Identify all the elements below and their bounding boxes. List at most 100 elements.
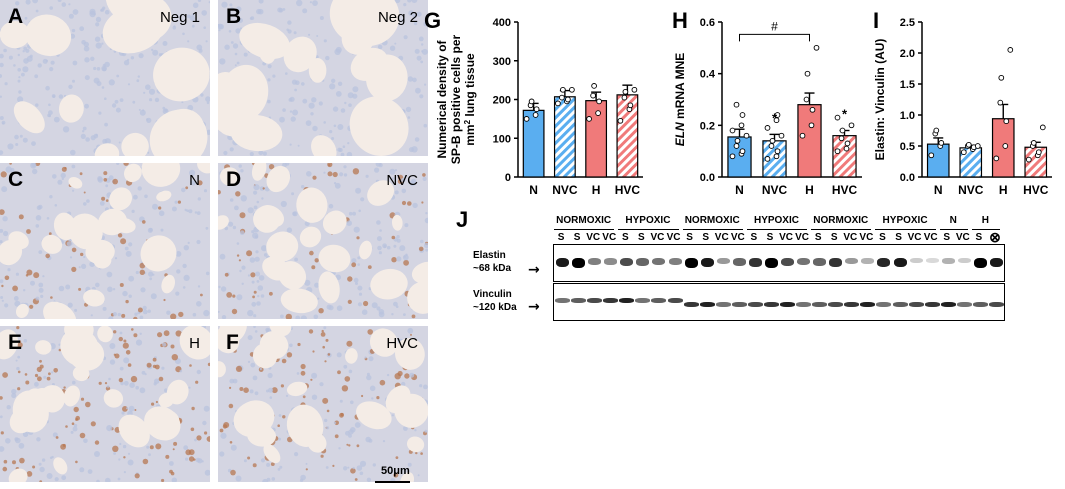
lane-label: VC bbox=[730, 232, 745, 243]
data-point bbox=[734, 137, 741, 144]
bar-hvc bbox=[832, 135, 857, 178]
lane-label: S bbox=[895, 232, 902, 243]
vinculin-band bbox=[683, 302, 699, 307]
micrograph-image bbox=[218, 0, 428, 156]
vinculin-band bbox=[651, 298, 667, 303]
data-point bbox=[993, 155, 1000, 162]
y-tick-label: 1.0 bbox=[900, 110, 915, 122]
vinculin-band bbox=[715, 302, 731, 307]
group-underline bbox=[554, 229, 615, 231]
significance-star: * bbox=[772, 110, 778, 125]
lane-label: VC bbox=[714, 232, 729, 243]
micrograph-image bbox=[0, 163, 210, 319]
lane-label: S bbox=[975, 232, 983, 243]
lane-label: S bbox=[702, 232, 709, 243]
group-underline bbox=[746, 229, 808, 231]
data-point bbox=[565, 96, 571, 103]
group-underline bbox=[811, 229, 872, 231]
y-tick-label: 0.5 bbox=[900, 141, 915, 153]
lane-label: S bbox=[814, 232, 822, 243]
data-point bbox=[559, 94, 565, 101]
data-point bbox=[586, 116, 592, 122]
data-point bbox=[533, 106, 540, 113]
blot-group-label: HYPOXIC bbox=[753, 215, 799, 226]
elastin-band bbox=[989, 258, 1003, 268]
category-label: HVC bbox=[1023, 183, 1049, 197]
western-blot: NORMOXIC HYPOXIC NORMOXIC HYPOXIC NORMOXIC HY… bbox=[470, 205, 1030, 335]
vinculin-band bbox=[780, 302, 796, 307]
micrograph-condition-label: HVC bbox=[386, 335, 418, 352]
lane-label: S bbox=[766, 232, 774, 243]
data-point bbox=[998, 74, 1005, 81]
elastin-band bbox=[813, 258, 827, 266]
data-point bbox=[997, 99, 1004, 106]
vinculin-band bbox=[619, 298, 635, 303]
blot-group-label: NORMOXIC bbox=[813, 215, 869, 226]
y-tick-label: 0.0 bbox=[700, 172, 715, 184]
vinculin-band bbox=[812, 302, 828, 307]
data-point bbox=[595, 110, 601, 116]
vinculin-label: Vinculin bbox=[473, 289, 512, 300]
data-point bbox=[778, 132, 785, 139]
panel-label-j: J bbox=[456, 207, 469, 232]
lane-label: S bbox=[830, 232, 838, 243]
data-point bbox=[622, 88, 629, 95]
data-point bbox=[928, 152, 935, 159]
y-tick-label: 100 bbox=[493, 133, 511, 145]
panel-label-f: F bbox=[226, 331, 239, 354]
vinculin-band bbox=[731, 302, 747, 307]
elastin-band bbox=[909, 258, 923, 264]
chart-g: 0 100 200 300 400 N NVC H HVC Numerical density o… bbox=[430, 12, 650, 202]
micrograph-image bbox=[0, 326, 210, 482]
data-point bbox=[1007, 47, 1014, 53]
lane-label: VC bbox=[923, 232, 938, 243]
data-point bbox=[555, 100, 561, 107]
micrograph-condition-label: N bbox=[189, 172, 200, 189]
y-tick-label: 0.2 bbox=[700, 120, 715, 132]
vinculin-band bbox=[763, 302, 779, 307]
data-point bbox=[960, 149, 967, 156]
data-point bbox=[1030, 140, 1037, 146]
lane-label: S bbox=[879, 232, 886, 243]
lane-label: S bbox=[621, 232, 629, 243]
elastin-band bbox=[748, 258, 762, 267]
data-point bbox=[528, 98, 535, 105]
vinculin-band bbox=[940, 302, 956, 307]
panel-label-i: I bbox=[873, 8, 880, 33]
bar-h bbox=[797, 104, 822, 178]
data-point bbox=[768, 143, 775, 149]
lane-label: VC bbox=[955, 232, 970, 243]
y-tick-label: 0.6 bbox=[700, 17, 715, 29]
micrograph-d bbox=[218, 163, 428, 319]
lane-label: S bbox=[573, 232, 581, 243]
elastin-band bbox=[716, 258, 730, 265]
y-axis-label: Numerical density ofSP-B positive cells … bbox=[435, 34, 477, 164]
elastin-band bbox=[861, 258, 875, 264]
lane-label: S bbox=[686, 232, 693, 243]
y-tick-label: 0.0 bbox=[900, 172, 915, 184]
micrograph-condition-label: Neg 2 bbox=[377, 9, 418, 26]
vinculin-band bbox=[988, 302, 1004, 307]
micrograph-image bbox=[218, 163, 428, 319]
bracket-label: # bbox=[771, 19, 778, 33]
vinculin-band bbox=[860, 302, 876, 307]
lane-label: VC bbox=[650, 232, 665, 243]
data-point bbox=[1039, 124, 1046, 131]
elastin-band bbox=[973, 258, 987, 268]
vinculin-blot bbox=[553, 283, 1005, 321]
y-tick-label: 200 bbox=[493, 95, 511, 107]
y-tick-label: 1.5 bbox=[900, 79, 915, 91]
elastin-band bbox=[556, 258, 570, 268]
data-point bbox=[729, 127, 736, 134]
y-tick-label: 400 bbox=[493, 17, 511, 29]
data-point bbox=[804, 70, 811, 77]
lane-label: VC bbox=[602, 232, 617, 243]
y-tick-label: 2.0 bbox=[900, 48, 915, 60]
data-point bbox=[808, 122, 815, 129]
bar-n bbox=[926, 143, 950, 178]
lane-label: S bbox=[943, 232, 951, 243]
category-label: N bbox=[735, 183, 744, 197]
elastin-band bbox=[845, 258, 859, 265]
y-axis-label: ELN mRNA MNE bbox=[673, 53, 687, 147]
elastin-band bbox=[684, 258, 698, 268]
